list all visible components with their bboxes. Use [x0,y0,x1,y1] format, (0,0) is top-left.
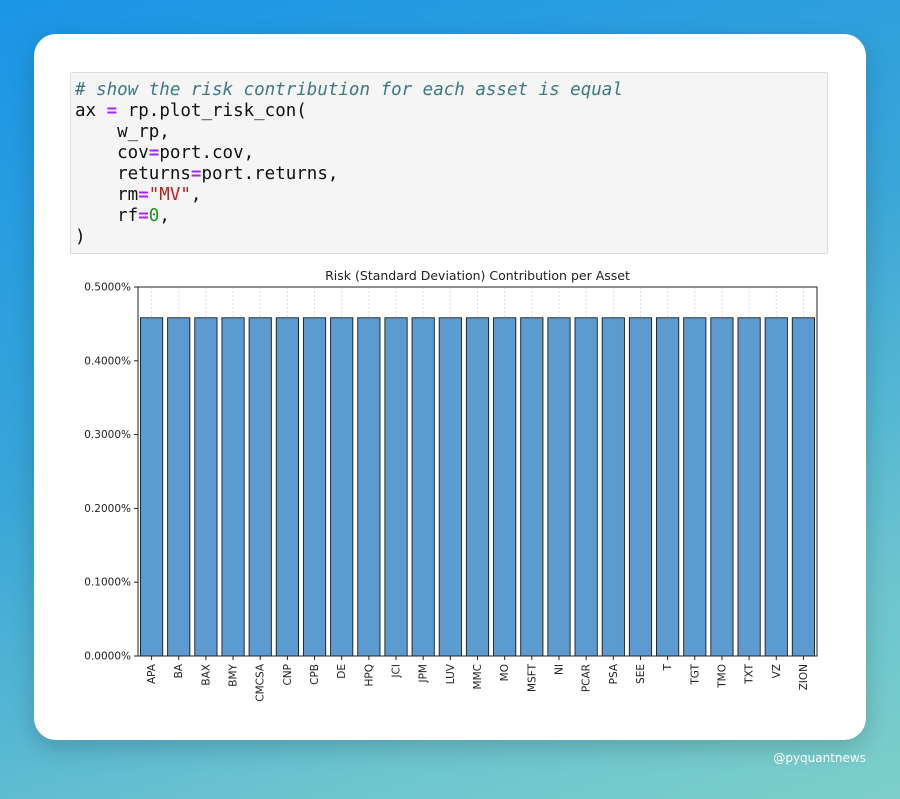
code-key-rf: rf [75,206,139,226]
card: # show the risk contribution for each as… [34,34,866,740]
x-tick-label: ZION [798,664,810,690]
x-tick-label: DE [336,664,348,679]
risk-contribution-chart: Risk (Standard Deviation) Contribution p… [84,268,818,702]
x-tick-label: MO [499,664,511,681]
bar-vz [764,317,788,657]
x-tick-label: BA [173,663,185,678]
x-tick-label: CMCSA [255,663,267,702]
x-tick-label: TMO [716,664,728,689]
x-tick-label: BAX [200,664,212,686]
code-operator: = [106,101,118,121]
bar-cmcsa [248,317,272,657]
code-key-cov: cov [75,143,149,163]
code-comment: # show the risk contribution for each as… [75,80,623,100]
bar-zion [791,317,816,657]
bar-cpb [302,317,327,657]
x-tick-label: BMY [228,663,240,686]
x-tick-label: HPQ [363,664,375,687]
x-tick-label: CPB [309,664,321,685]
y-tick-label: 0.2000% [84,503,131,515]
x-tick-label: MMC [472,664,484,689]
bar-mmc [465,317,490,657]
bar-pcar [574,317,598,657]
x-tick-label: MSFT [526,663,538,692]
y-tick-label: 0.5000% [84,282,131,294]
x-tick-label: TXT [744,663,756,684]
x-tick-label: JPM [418,664,430,684]
bar-bmy [221,317,245,657]
bar-hpq [357,317,381,657]
code-operator: = [148,143,160,163]
bar-see [628,317,653,657]
code-punct: , [159,206,170,226]
bar-mo [493,317,517,657]
bar-msft [520,317,544,657]
code-arg-wrp: w_rp, [75,122,170,142]
bar-cnp [275,317,299,657]
y-tick-label: 0.4000% [84,355,131,367]
bar-psa [601,317,625,657]
x-tick-label: PCAR [581,664,593,692]
watermark: @pyquantnews [773,751,866,765]
bar-tmo [710,317,734,657]
x-tick-label: NI [553,664,565,675]
bar-jci [384,317,408,657]
code-val-returns: port.returns, [201,164,339,184]
bar-bax [194,317,218,657]
code-var: ax [75,101,97,121]
code-operator: = [138,206,149,226]
code-block: # show the risk contribution for each as… [75,80,827,248]
x-tick-label: T [662,663,674,671]
chart-title: Risk (Standard Deviation) Contribution p… [325,268,630,283]
bar-txt [737,317,761,657]
code-val-cov: port.cov, [159,143,255,163]
x-tick-label: APA [146,663,158,684]
x-tick-label: CNP [282,664,294,686]
y-tick-label: 0.3000% [84,429,131,441]
bar-apa [139,317,164,657]
code-call: rp.plot_risk_con( [117,101,307,121]
bar-de [330,317,354,657]
code-key-rm: rm [75,185,139,205]
y-tick-label: 0.1000% [84,577,131,589]
x-tick-label: PSA [608,663,620,684]
code-key-returns: returns [75,164,191,184]
code-string-mv: "MV" [148,185,191,205]
x-tick-label: JCI [391,664,403,679]
bar-jpm [411,317,435,657]
x-tick-label: VZ [771,664,783,678]
y-tick-label: 0.0000% [84,651,131,663]
bar-luv [438,317,462,657]
bar-t [656,317,680,657]
code-operator: = [190,164,202,184]
code-close-paren: ) [75,227,86,247]
x-tick-label: LUV [445,663,457,684]
code-cell[interactable]: # show the risk contribution for each as… [70,72,828,254]
bar-tgt [683,317,707,657]
x-tick-label: SEE [635,664,647,684]
bar-ni [547,317,571,657]
code-punct: , [190,185,202,205]
code-number-zero: 0 [148,206,160,226]
x-tick-label: TGT [689,663,701,685]
code-operator: = [138,185,149,205]
bar-ba [167,317,191,657]
